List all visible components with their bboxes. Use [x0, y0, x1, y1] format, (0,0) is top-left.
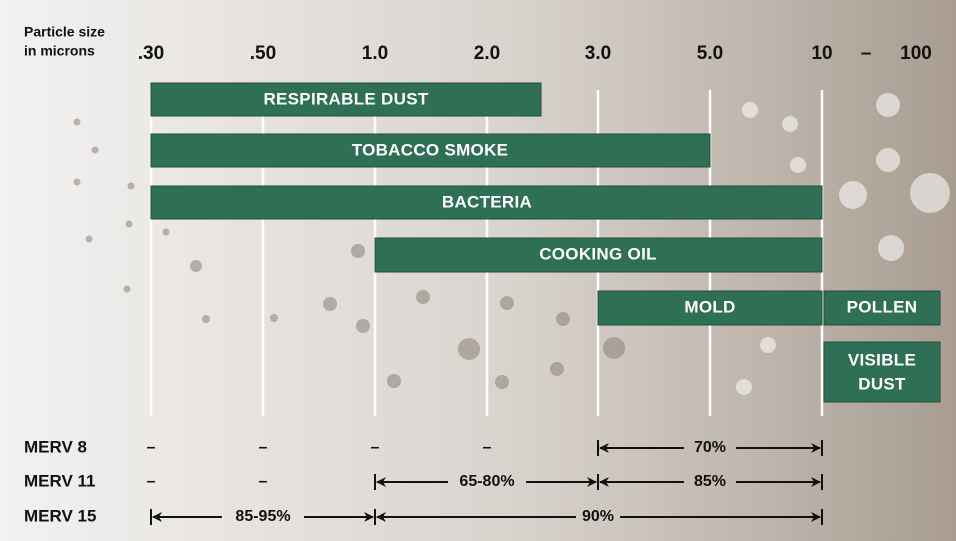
bar-label: COOKING OIL: [539, 244, 657, 263]
bar-label: MOLD: [684, 297, 735, 316]
bar-label: BACTERIA: [442, 192, 532, 211]
column-label: 1.0: [362, 43, 388, 64]
merv-cell: 85-95%: [235, 508, 290, 525]
merv-cell: –: [259, 473, 268, 490]
merv-name: MERV 8: [24, 437, 87, 456]
axis-label: Particle size: [24, 24, 105, 40]
bar-label: RESPIRABLE DUST: [263, 89, 428, 108]
column-label: .50: [250, 43, 276, 64]
bar-label: VISIBLE: [848, 350, 916, 369]
column-label: .30: [138, 43, 164, 64]
merv-cell: –: [147, 439, 156, 456]
column-label: 3.0: [585, 43, 611, 64]
column-label: –: [861, 43, 872, 64]
merv-cell: –: [259, 439, 268, 456]
column-label: 10: [811, 43, 832, 64]
column-label: 5.0: [697, 43, 723, 64]
column-label: 2.0: [474, 43, 500, 64]
bar-label: DUST: [858, 374, 906, 393]
merv-cell: –: [483, 439, 492, 456]
merv-cell: –: [147, 473, 156, 490]
merv-name: MERV 11: [24, 471, 96, 490]
merv-cell: 85%: [694, 473, 726, 490]
infographic: Particle size in microns .30 .50 1.0 2.0…: [0, 0, 956, 541]
bar-label: TOBACCO SMOKE: [352, 140, 509, 159]
column-label: 100: [900, 43, 932, 64]
merv-cell: –: [371, 439, 380, 456]
merv-cell: 90%: [582, 508, 614, 525]
merv-name: MERV 15: [24, 506, 96, 525]
merv-cell: 65-80%: [459, 473, 514, 490]
axis-label: in microns: [24, 43, 95, 59]
merv-cell: 70%: [694, 439, 726, 456]
bar-label: POLLEN: [847, 297, 918, 316]
